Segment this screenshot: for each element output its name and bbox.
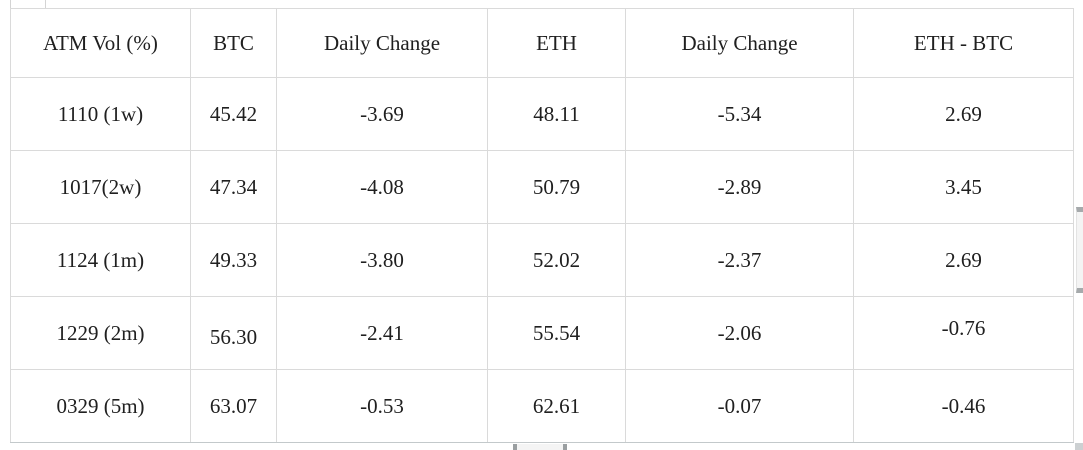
cell-eth-btc-spread[interactable]: -0.76 — [853, 296, 1074, 370]
vertical-scrollbar-thumb[interactable] — [1076, 207, 1083, 293]
table-row: 1124 (1m) 49.33 -3.80 52.02 -2.37 2.69 — [10, 223, 1074, 297]
table-row: 0329 (5m) 63.07 -0.53 62.61 -0.07 -0.46 — [10, 369, 1074, 443]
cell-expiry[interactable]: 1110 (1w) — [10, 77, 191, 151]
cell-expiry[interactable]: 1229 (2m) — [10, 296, 191, 370]
cell-eth-btc-spread[interactable]: -0.46 — [853, 369, 1074, 443]
cell-eth-vol[interactable]: 50.79 — [487, 150, 626, 224]
cell-btc-vol[interactable]: 49.33 — [190, 223, 277, 297]
table-row: 1017(2w) 47.34 -4.08 50.79 -2.89 3.45 — [10, 150, 1074, 224]
cell-eth-vol[interactable]: 48.11 — [487, 77, 626, 151]
col-header-eth[interactable]: ETH — [487, 8, 626, 78]
cell-eth-daily-change[interactable]: -5.34 — [625, 77, 854, 151]
cell-btc-daily-change[interactable]: -3.69 — [276, 77, 488, 151]
cell-eth-vol[interactable]: 52.02 — [487, 223, 626, 297]
table-row: 1110 (1w) 45.42 -3.69 48.11 -5.34 2.69 — [10, 77, 1074, 151]
cell-eth-vol[interactable]: 55.54 — [487, 296, 626, 370]
col-header-daily-change-eth[interactable]: Daily Change — [625, 8, 854, 78]
cell-btc-daily-change[interactable]: -3.80 — [276, 223, 488, 297]
cell-eth-daily-change[interactable]: -2.37 — [625, 223, 854, 297]
cell-eth-btc-spread[interactable]: 2.69 — [853, 77, 1074, 151]
cell-eth-vol[interactable]: 62.61 — [487, 369, 626, 443]
cell-btc-daily-change[interactable]: -4.08 — [276, 150, 488, 224]
atm-vol-table: ATM Vol (%) BTC Daily Change ETH Daily C… — [10, 8, 1074, 443]
col-header-btc[interactable]: BTC — [190, 8, 277, 78]
cell-expiry[interactable]: 1124 (1m) — [10, 223, 191, 297]
cell-eth-btc-spread[interactable]: 2.69 — [853, 223, 1074, 297]
col-header-eth-minus-btc[interactable]: ETH - BTC — [853, 8, 1074, 78]
col-header-daily-change-btc[interactable]: Daily Change — [276, 8, 488, 78]
header-row: ATM Vol (%) BTC Daily Change ETH Daily C… — [10, 8, 1074, 78]
cell-expiry[interactable]: 1017(2w) — [10, 150, 191, 224]
cell-btc-daily-change[interactable]: -0.53 — [276, 369, 488, 443]
cell-eth-daily-change[interactable]: -2.06 — [625, 296, 854, 370]
col-header-atm-vol[interactable]: ATM Vol (%) — [10, 8, 191, 78]
cell-expiry[interactable]: 0329 (5m) — [10, 369, 191, 443]
cell-btc-daily-change[interactable]: -2.41 — [276, 296, 488, 370]
cell-btc-vol[interactable]: 45.42 — [190, 77, 277, 151]
table-row: 1229 (2m) 56.30 -2.41 55.54 -2.06 -0.76 — [10, 296, 1074, 370]
scrollbar-corner-fragment — [1075, 443, 1083, 450]
cell-btc-vol[interactable]: 56.30 — [190, 296, 277, 370]
partial-cell-fragment — [10, 0, 46, 9]
cell-btc-vol[interactable]: 63.07 — [190, 369, 277, 443]
cell-eth-daily-change[interactable]: -0.07 — [625, 369, 854, 443]
cell-eth-btc-spread[interactable]: 3.45 — [853, 150, 1074, 224]
cell-btc-vol[interactable]: 47.34 — [190, 150, 277, 224]
horizontal-scrollbar-thumb[interactable] — [513, 444, 567, 450]
cell-eth-daily-change[interactable]: -2.89 — [625, 150, 854, 224]
